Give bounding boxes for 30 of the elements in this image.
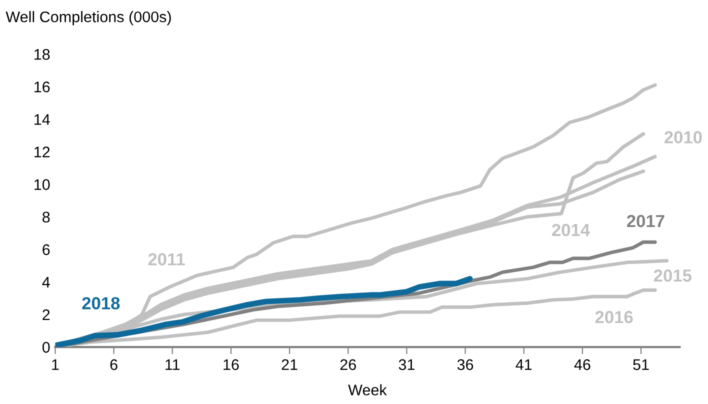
x-tick-label: 51: [633, 359, 649, 370]
x-tick-label: 11: [166, 359, 180, 370]
series-label: 2015: [654, 269, 692, 282]
x-tick-label: 41: [516, 359, 532, 370]
x-axis-title: Week: [348, 384, 387, 396]
y-tick-label: 18: [34, 49, 50, 60]
x-tick-label: 6: [110, 359, 118, 370]
series-label: 2014: [552, 224, 590, 236]
series-label: 2011: [148, 253, 185, 266]
x-tick-label: 46: [574, 359, 590, 370]
chart-title: Well Completions (000s): [6, 11, 171, 26]
x-tick-label: 26: [340, 359, 356, 370]
series-label: 2017: [626, 214, 664, 228]
x-tick-label: 36: [457, 359, 474, 370]
y-tick-label: 16: [34, 82, 50, 92]
x-tick-label: 1: [52, 359, 59, 370]
x-tick-label: 16: [224, 359, 239, 370]
y-tick-label: 2: [42, 309, 50, 320]
y-tick-label: 6: [42, 244, 50, 256]
y-tick-label: 4: [42, 276, 50, 288]
y-tick-label: 0: [42, 342, 50, 353]
series-label: 2010: [664, 131, 702, 144]
x-tick-label: 31: [398, 359, 414, 370]
y-tick-label: 10: [34, 179, 50, 190]
y-tick-label: 14: [34, 114, 50, 125]
series-label: 2016: [595, 310, 633, 324]
series-label: 2018: [82, 297, 120, 310]
y-tick-label: 12: [34, 146, 50, 158]
y-tick-label: 8: [42, 212, 50, 223]
x-tick-label: 21: [282, 359, 298, 370]
